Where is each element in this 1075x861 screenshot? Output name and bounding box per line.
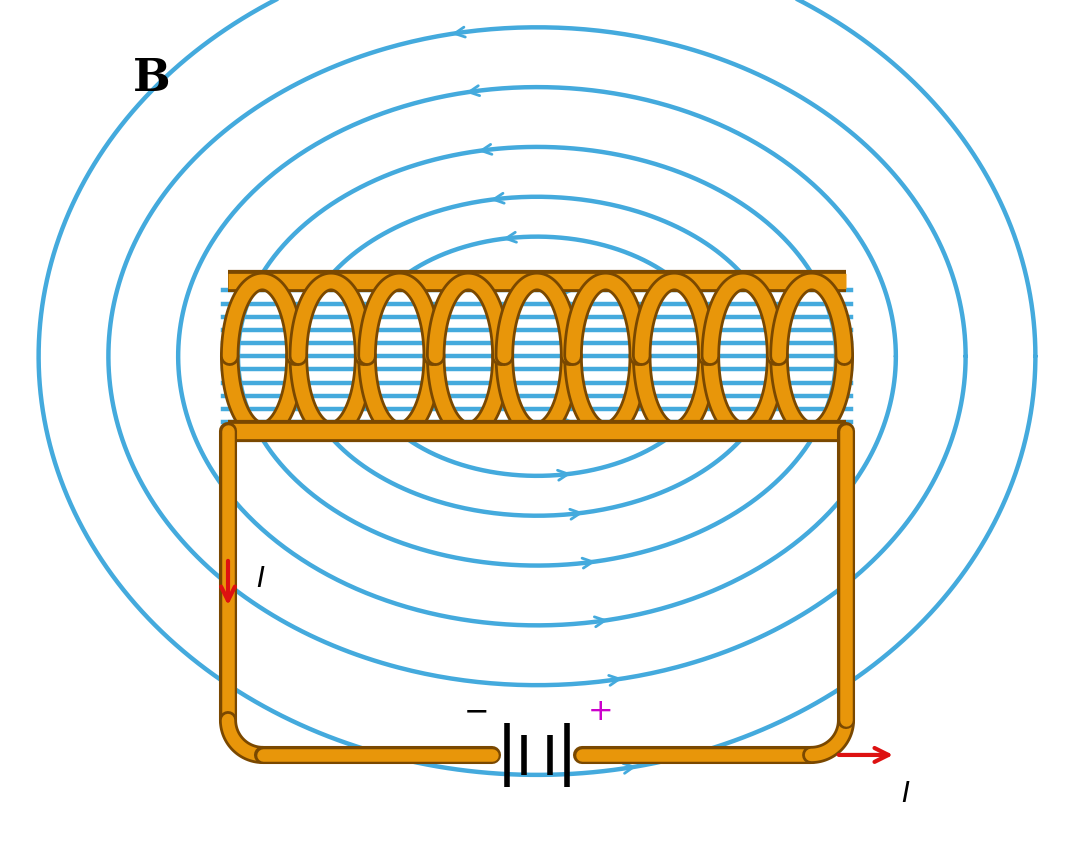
Text: $I$: $I$ (901, 779, 911, 807)
Text: $+$: $+$ (587, 696, 611, 725)
Text: $I$: $I$ (256, 564, 266, 592)
Text: B: B (132, 57, 170, 100)
Text: $-$: $-$ (463, 696, 487, 725)
